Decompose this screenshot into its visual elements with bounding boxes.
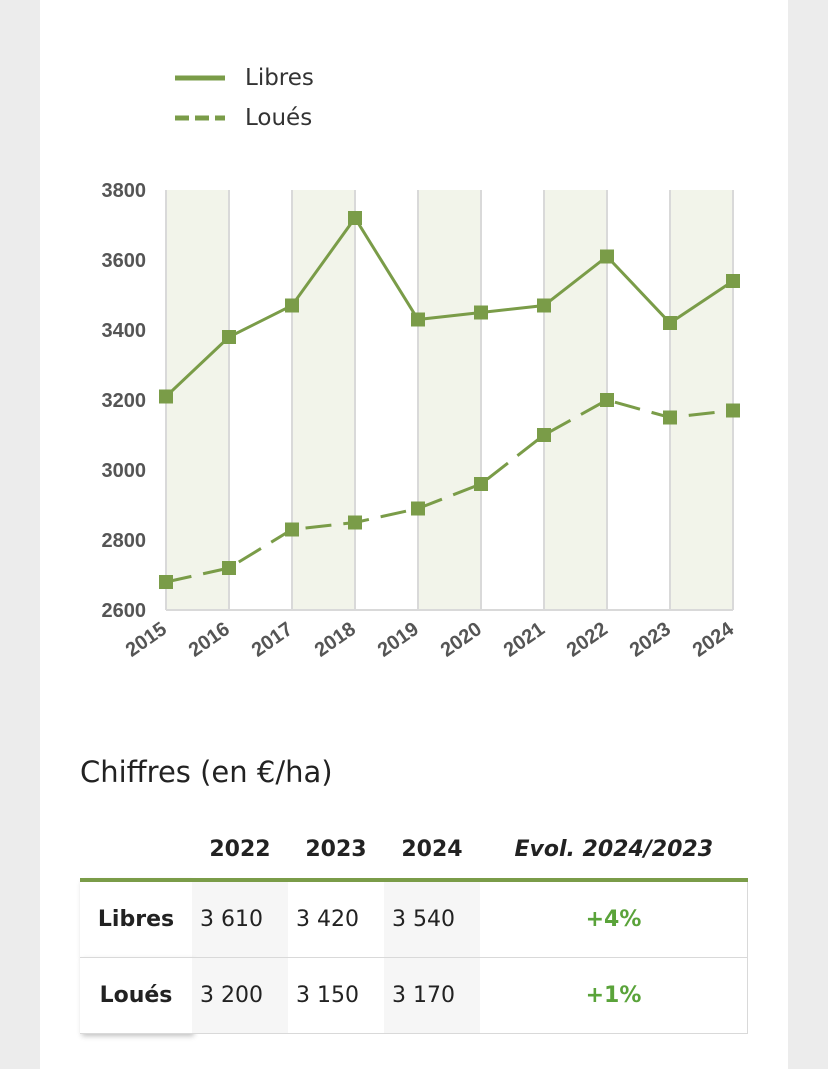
plot-band: [292, 190, 355, 610]
x-tick-label: 2024: [689, 618, 739, 662]
data-point-libres: [537, 298, 551, 313]
legend-item-loues: Loués: [175, 98, 314, 138]
row-label: Libres: [80, 880, 192, 958]
y-tick-label: 3400: [102, 320, 147, 342]
y-tick-label: 3600: [102, 250, 147, 272]
data-point-libres: [222, 330, 236, 344]
x-tick-label: 2015: [122, 618, 171, 662]
data-point-libres: [348, 211, 362, 225]
plot-band: [544, 190, 607, 610]
data-point-loues: [474, 477, 488, 491]
table-header-cell: 2024: [384, 820, 480, 882]
legend-label: Libres: [245, 65, 314, 91]
data-point-loues: [348, 515, 362, 530]
x-tick-label: 2017: [248, 618, 297, 662]
figures-table: 2022 2023 2024 Evol. 2024/2023 Libres 3 …: [80, 820, 748, 1034]
table-row: Libres 3 610 3 420 3 540 +4%: [80, 880, 748, 958]
table-cell: 3 170: [384, 957, 480, 1034]
y-tick-label: 3800: [102, 180, 147, 202]
x-tick-label: 2019: [374, 618, 423, 662]
x-tick-label: 2023: [626, 618, 675, 662]
data-point-loues: [726, 403, 740, 418]
y-tick-label: 2800: [102, 530, 147, 552]
data-point-loues: [411, 501, 425, 516]
section-title: Chiffres (en €/ha): [80, 755, 333, 789]
chart-legend: Libres Loués: [175, 58, 314, 138]
legend-item-libres: Libres: [175, 58, 314, 98]
legend-swatch-solid: [175, 75, 225, 81]
plot-band: [670, 190, 733, 610]
legend-label: Loués: [245, 105, 313, 131]
y-tick-label: 3200: [102, 390, 147, 412]
row-label: Loués: [80, 957, 192, 1034]
table-cell: 3 610: [192, 880, 288, 958]
data-point-libres: [600, 249, 614, 264]
plot-band: [418, 190, 481, 610]
data-point-loues: [159, 575, 173, 589]
table-header-row: 2022 2023 2024 Evol. 2024/2023: [80, 820, 748, 882]
data-point-libres: [726, 274, 740, 288]
plot-band: [166, 190, 229, 610]
data-point-libres: [285, 298, 299, 313]
table-header-cell: 2022: [192, 820, 288, 882]
table-cell: 3 150: [288, 957, 384, 1034]
table-row: Loués 3 200 3 150 3 170 +1%: [80, 957, 748, 1034]
data-point-libres: [663, 316, 677, 330]
series-line-libres: [164, 215, 734, 398]
data-point-loues: [285, 522, 299, 537]
table-header-cell: 2023: [288, 820, 384, 882]
x-tick-label: 2021: [500, 618, 549, 662]
table-cell: 3 420: [288, 880, 384, 958]
data-point-loues: [600, 393, 614, 407]
y-tick-label: 2600: [102, 600, 147, 622]
series-line-loues: [165, 398, 734, 584]
evolution-cell: +1%: [480, 957, 748, 1034]
x-tick-label: 2018: [311, 618, 360, 662]
evolution-cell: +4%: [480, 880, 748, 958]
line-chart: 2600 2800 3000 3200 3400 3600 3800 2015 2016 2017…: [102, 180, 740, 662]
table-cell: 3 540: [384, 880, 480, 958]
x-tick-label: 2020: [437, 618, 486, 662]
x-tick-label: 2016: [185, 618, 234, 662]
table-header-cell: Evol. 2024/2023: [480, 820, 748, 882]
data-point-libres: [474, 305, 488, 320]
data-point-loues: [663, 410, 677, 425]
data-point-loues: [537, 428, 551, 442]
y-tick-label: 3000: [102, 460, 147, 482]
table-header-corner: [80, 820, 192, 882]
legend-swatch-dashed: [175, 115, 225, 121]
data-point-loues: [222, 561, 236, 575]
x-tick-label: 2022: [563, 618, 612, 662]
table-cell: 3 200: [192, 957, 288, 1034]
data-point-libres: [159, 389, 173, 404]
data-point-libres: [411, 312, 425, 327]
